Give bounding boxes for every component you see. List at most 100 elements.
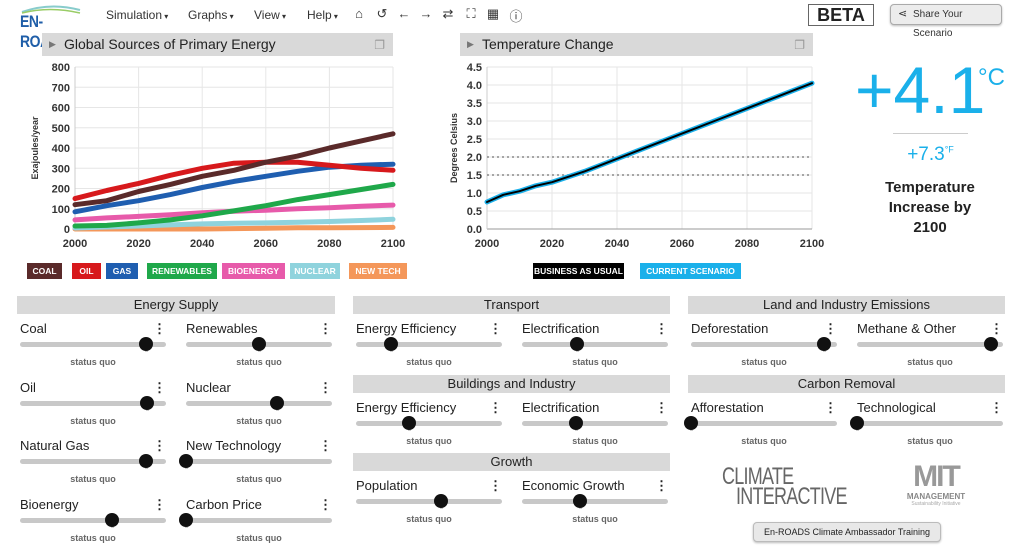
slider-track[interactable] [20,400,166,406]
legend-bioenergy[interactable]: BIOENERGY [222,263,285,279]
slider-energy-efficiency[interactable]: Energy Efficiency ⋮ status quo [354,321,504,379]
slider-coal[interactable]: Coal ⋮ status quo [18,321,168,379]
slider-renewables[interactable]: Renewables ⋮ status quo [184,321,334,379]
slider-bioenergy[interactable]: Bioenergy ⋮ status quo [18,497,168,555]
legend-current-scenario[interactable]: CURRENT SCENARIO [640,263,741,279]
copy-icon[interactable]: ❐ [374,38,385,52]
forward-icon[interactable]: → [419,6,433,21]
slider-new-technology[interactable]: New Technology ⋮ status quo [179,438,334,496]
slider-nuclear[interactable]: Nuclear ⋮ status quo [184,380,334,438]
more-options-icon[interactable]: ⋮ [990,321,1003,336]
slider-thumb[interactable] [984,337,999,351]
legend-coal[interactable]: COAL [27,263,62,279]
more-options-icon[interactable]: ⋮ [153,438,166,453]
legend-new-tech[interactable]: NEW TECH [349,263,407,279]
slider-track[interactable] [522,421,668,426]
more-options-icon[interactable]: ⋮ [655,321,668,336]
slider-track[interactable] [691,421,837,426]
slider-electrification[interactable]: Electrification ⋮ status quo [520,321,670,379]
slider-oil[interactable]: Oil ⋮ status quo [18,380,168,438]
slider-thumb[interactable] [850,416,864,430]
slider-afforestation[interactable]: Afforestation ⋮ status quo [684,400,839,458]
slider-energy-efficiency[interactable]: Energy Efficiency ⋮ status quo [354,400,504,458]
slider-thumb[interactable] [179,454,193,468]
legend-business-as-usual[interactable]: BUSINESS AS USUAL [533,263,624,279]
slider-deforestation[interactable]: Deforestation ⋮ status quo [689,321,839,379]
more-options-icon[interactable]: ⋮ [655,400,668,415]
energy-chart-header[interactable]: ▶ Global Sources of Primary Energy ❐ [42,33,393,56]
ambassador-training-button[interactable]: En-ROADS Climate Ambassador Training [753,522,941,542]
slider-thumb[interactable] [252,337,266,351]
legend-gas[interactable]: GAS [106,263,138,279]
menu-view[interactable]: View [254,8,286,22]
y-tick-label: 700 [52,82,70,94]
slider-economic-growth[interactable]: Economic Growth ⋮ status quo [520,478,670,536]
slider-thumb[interactable] [140,395,155,410]
undo-icon[interactable]: ↺ [376,6,388,21]
slider-thumb[interactable] [401,416,416,430]
slider-thumb[interactable] [179,512,193,527]
slider-technological[interactable]: Technological ⋮ status quo [850,400,1005,458]
menu-graphs[interactable]: Graphs [188,8,234,22]
slider-track[interactable] [20,459,166,464]
slider-natural-gas[interactable]: Natural Gas ⋮ status quo [18,438,168,496]
slider-track[interactable] [522,499,668,504]
legend-nuclear[interactable]: NUCLEAR [290,263,340,279]
slider-track[interactable] [186,459,332,464]
slider-thumb[interactable] [684,416,698,430]
fullscreen-icon[interactable]: ⛶ [466,6,476,21]
slider-thumb[interactable] [138,337,153,351]
slider-track[interactable] [857,421,1003,426]
home-icon[interactable]: ⌂ [355,6,363,21]
more-options-icon[interactable]: ⋮ [153,379,166,395]
slider-thumb[interactable] [816,337,831,351]
more-options-icon[interactable]: ⋮ [489,400,502,415]
more-options-icon[interactable]: ⋮ [489,478,502,493]
back-icon[interactable]: ← [397,6,411,21]
menu-help[interactable]: Help [307,8,338,22]
legend-renewables[interactable]: RENEWABLES [147,263,217,279]
menu-simulation[interactable]: Simulation [106,8,168,22]
slider-track[interactable] [20,517,166,523]
slider-thumb[interactable] [138,454,153,468]
slider-track[interactable] [691,342,837,347]
more-options-icon[interactable]: ⋮ [655,478,668,493]
more-options-icon[interactable]: ⋮ [153,321,166,336]
slider-carbon-price[interactable]: Carbon Price ⋮ status quo [179,496,334,555]
slider-track[interactable] [522,342,668,347]
more-options-icon[interactable]: ⋮ [319,321,332,336]
slider-track[interactable] [186,400,332,406]
en-roads-logo[interactable]: EN-ROADS [20,4,82,51]
slider-track[interactable] [356,342,502,347]
more-options-icon[interactable]: ⋮ [319,379,332,395]
more-options-icon[interactable]: ⋮ [153,496,166,512]
slider-thumb[interactable] [104,512,119,527]
slider-thumb[interactable] [269,395,284,410]
slider-population[interactable]: Population ⋮ status quo [354,478,504,536]
slider-track[interactable] [857,342,1003,347]
more-options-icon[interactable]: ⋮ [824,321,837,336]
slider-track[interactable] [186,517,332,523]
copy-icon[interactable]: ❐ [794,38,805,52]
more-options-icon[interactable]: ⋮ [489,321,502,336]
more-options-icon[interactable]: ⋮ [319,496,332,512]
slider-methane-other[interactable]: Methane & Other ⋮ status quo [855,321,1005,379]
more-options-icon[interactable]: ⋮ [990,400,1003,415]
slider-track[interactable] [20,342,166,347]
slider-thumb[interactable] [570,337,585,351]
table-icon[interactable]: ▦ [486,6,500,21]
slider-track[interactable] [356,499,502,504]
info-icon[interactable]: ⓘ [509,9,523,24]
temp-chart-header[interactable]: ▶ Temperature Change ❐ [460,33,813,56]
slider-thumb[interactable] [433,494,448,508]
slider-thumb[interactable] [569,416,584,430]
slider-electrification[interactable]: Electrification ⋮ status quo [520,400,670,458]
more-options-icon[interactable]: ⋮ [824,400,837,415]
share-scenario-button[interactable]: ⋖ Share Your Scenario [890,4,1002,39]
repeat-icon[interactable]: ⇄ [442,6,454,21]
slider-thumb[interactable] [573,494,588,508]
legend-oil[interactable]: OIL [72,263,101,279]
slider-track[interactable] [356,421,502,426]
more-options-icon[interactable]: ⋮ [319,438,332,453]
slider-thumb[interactable] [384,337,399,351]
